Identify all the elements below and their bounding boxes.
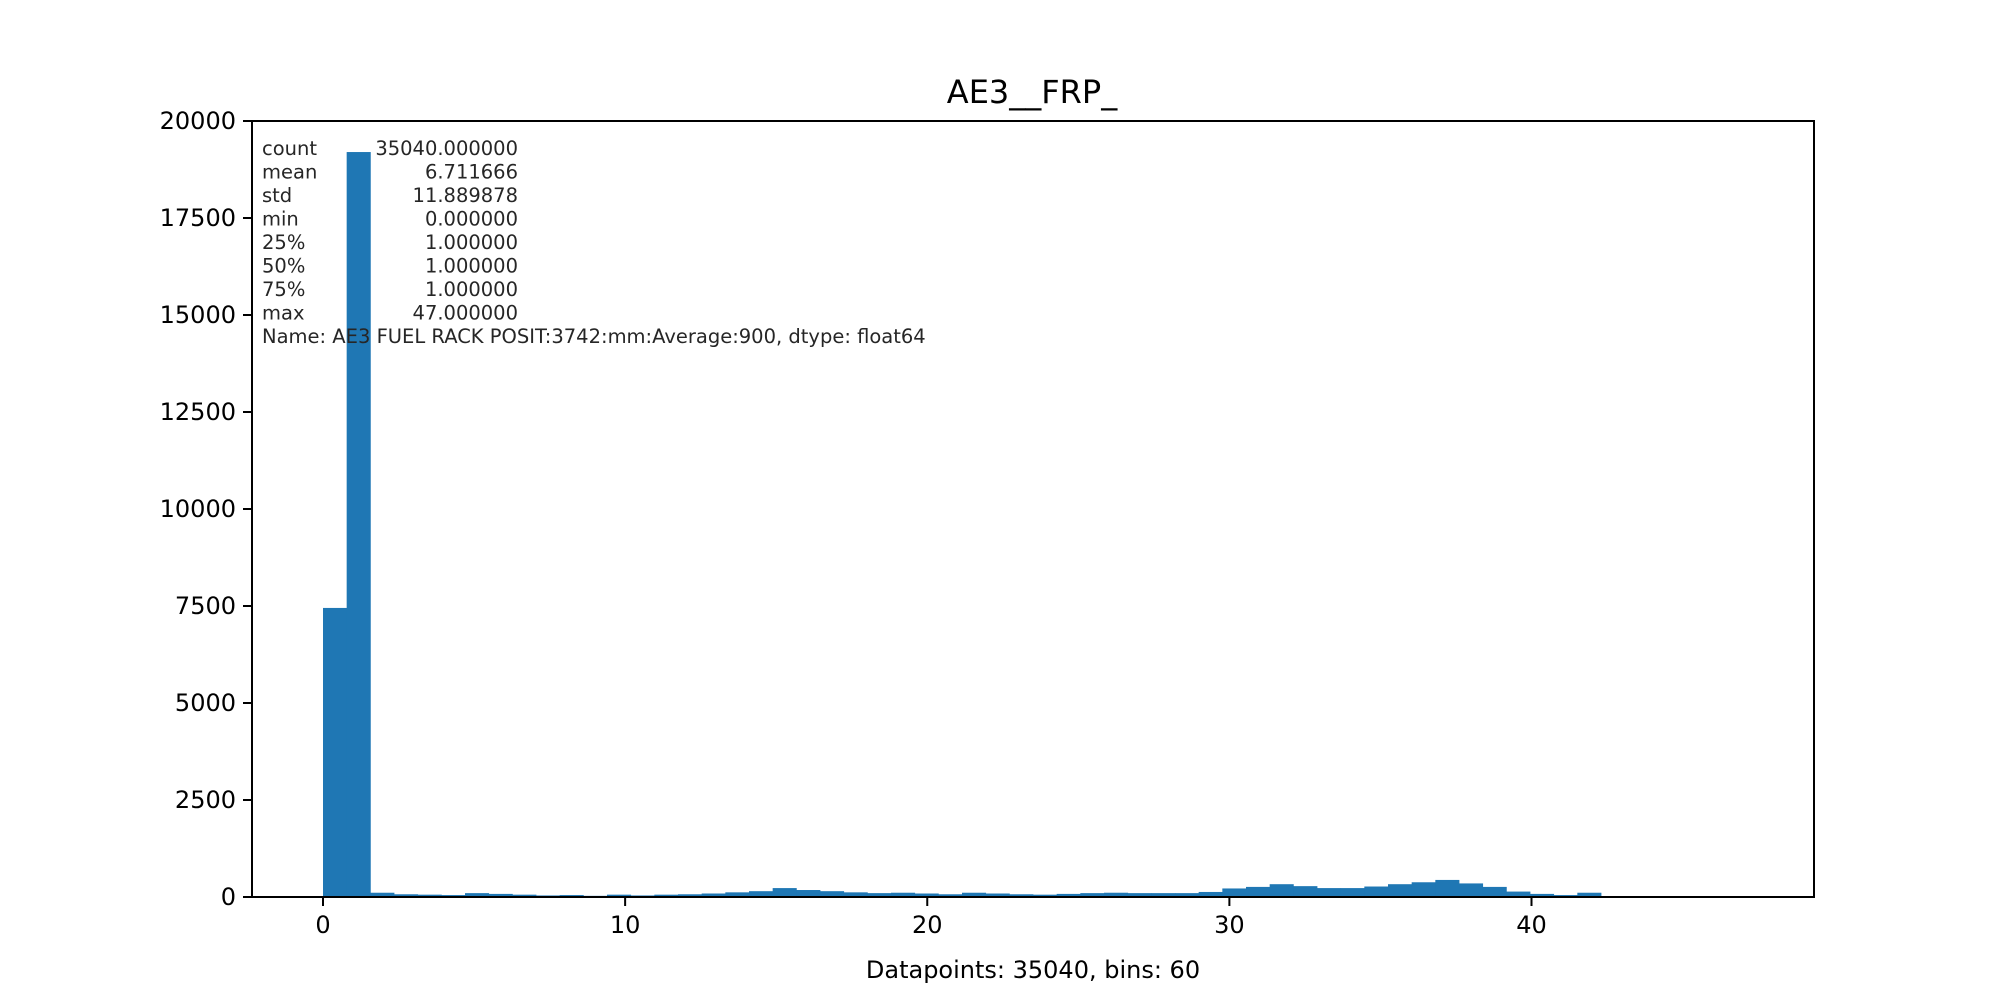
histogram-bar [843,892,868,897]
histogram-bar [1459,883,1484,897]
stats-label: 50% [262,255,305,278]
x-tick-label: 30 [1214,911,1245,939]
stats-label: 75% [262,278,305,301]
histogram-bar [1293,886,1318,897]
histogram-bar [1269,884,1294,897]
stats-label: min [262,208,299,231]
x-tick-label: 20 [912,911,943,939]
histogram-bar [417,894,442,897]
stats-value: 6.711666 [425,161,518,184]
histogram-bar [914,893,939,897]
y-tick-label: 5000 [175,689,236,717]
chart-title: AE3__FRP_ [947,73,1118,111]
stats-value: 35040.000000 [375,137,518,160]
histogram-bar [678,894,703,897]
stats-value: 1.000000 [425,255,518,278]
histogram-bar [962,892,987,897]
plot-frame [251,120,1815,898]
histogram-bar [1435,879,1460,897]
y-tick-label: 7500 [175,592,236,620]
y-axis: 0 2500 5000 7500 10000 12500 15000 17500 20000 [160,107,252,911]
x-tick-label: 40 [1516,911,1547,939]
histogram-bar [512,894,537,897]
histogram-bar [749,891,774,897]
histogram-bar [1388,884,1413,897]
histogram-bar [796,890,821,897]
y-tick-label: 15000 [160,301,236,329]
x-tick-label: 0 [315,911,330,939]
stats-value: 47.000000 [413,302,518,325]
histogram-bar [1222,888,1247,897]
histogram-bar [1506,891,1531,897]
histogram-bar [370,892,395,897]
histogram-bar [1127,893,1152,897]
histogram-bar [1175,893,1200,897]
histogram-bar [465,893,490,897]
histogram-bar [1009,894,1034,897]
histogram-bar [1317,888,1342,897]
histogram-bar [1340,888,1365,897]
x-tick-label: 10 [610,911,641,939]
y-tick-label: 2500 [175,786,236,814]
stats-value: 11.889878 [413,184,518,207]
histogram-bar [1080,893,1105,897]
histogram-bar [1246,886,1271,897]
histogram-bar [607,894,632,897]
y-tick-label: 12500 [160,398,236,426]
histogram-bar [985,893,1010,897]
histogram-bar [1577,892,1602,897]
histogram-bar [1104,892,1129,897]
stats-value: 0.000000 [425,208,518,231]
y-tick-label: 17500 [160,204,236,232]
histogram-bar [1482,886,1507,897]
histogram-bar [1033,894,1058,897]
x-axis: 0 10 20 30 40 [315,897,1547,939]
stats-box: count 35040.000000 mean 6.711666 std 11.88987… [262,137,926,348]
bars-group [323,152,1602,898]
histogram-bar [701,893,726,897]
histogram-bar [323,607,348,897]
histogram-bar [772,888,797,897]
histogram-bar [346,152,371,898]
stats-label: mean [262,161,317,184]
y-tick-label: 20000 [160,107,236,135]
y-tick-label: 10000 [160,495,236,523]
x-axis-label: Datapoints: 35040, bins: 60 [866,956,1200,984]
stats-value: 1.000000 [425,231,518,254]
stats-label: count [262,137,317,160]
histogram-bar [1198,891,1223,897]
histogram-bar [1151,893,1176,897]
histogram-bar [394,894,419,897]
histogram-bar [1364,886,1389,897]
histogram-bar [725,892,750,897]
histogram-bar [1411,882,1436,897]
stats-label: std [262,184,292,207]
histogram-bar [1056,893,1081,897]
stats-name-line: Name: AE3 FUEL RACK POSIT:3742:mm:Averag… [262,325,926,348]
histogram-bar [867,893,892,897]
histogram-bar [1530,893,1555,897]
histogram-bar [891,892,916,897]
stats-value: 1.000000 [425,278,518,301]
stats-label: 25% [262,231,305,254]
histogram-bar [820,891,845,897]
histogram-bar [938,894,963,897]
histogram-bar [488,893,513,897]
stats-label: max [262,302,305,325]
y-tick-label: 0 [221,883,236,911]
histogram-bar [654,894,679,897]
